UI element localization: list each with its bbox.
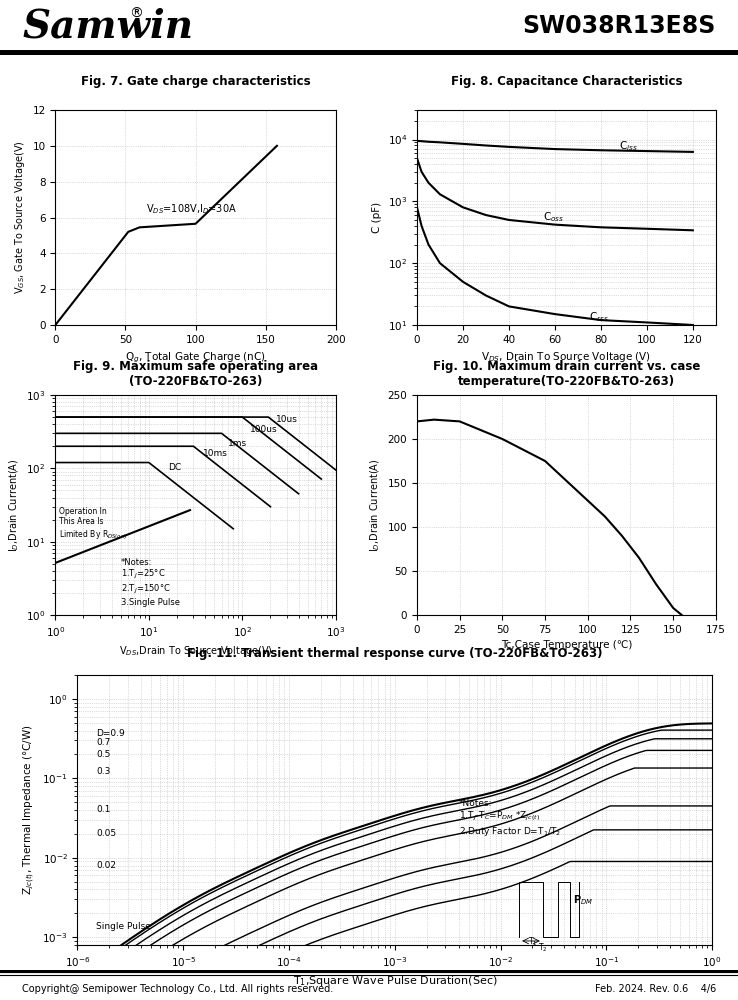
Text: 0.1: 0.1 (96, 805, 111, 814)
Y-axis label: I$_D$,Drain Current(A): I$_D$,Drain Current(A) (368, 458, 382, 552)
Text: C$_{rss}$: C$_{rss}$ (590, 310, 609, 324)
Text: T$_1$: T$_1$ (528, 935, 537, 948)
X-axis label: Q$_g$, Total Gate Charge (nC): Q$_g$, Total Gate Charge (nC) (125, 350, 266, 365)
Text: 0.5: 0.5 (96, 750, 111, 759)
Text: Fig. 9. Maximum safe operating area
(TO-220FB&TO-263): Fig. 9. Maximum safe operating area (TO-… (73, 360, 318, 388)
Text: V$_{DS}$=108V,I$_D$=30A: V$_{DS}$=108V,I$_D$=30A (146, 202, 238, 216)
Text: 100us: 100us (249, 425, 277, 434)
Text: Copyright@ Semipower Technology Co., Ltd. All rights reserved.: Copyright@ Semipower Technology Co., Ltd… (22, 984, 334, 994)
Text: 0.3: 0.3 (96, 767, 111, 776)
Text: 1ms: 1ms (228, 439, 247, 448)
Text: C$_{oss}$: C$_{oss}$ (543, 210, 565, 224)
Text: Operation In
This Area Is
Limited By R$_{DS(on)}$: Operation In This Area Is Limited By R$_… (59, 507, 128, 542)
Text: D=0.9: D=0.9 (96, 729, 125, 738)
Text: DC: DC (168, 463, 181, 472)
X-axis label: V$_{DS}$, Drain To Source Voltage (V): V$_{DS}$, Drain To Source Voltage (V) (481, 350, 652, 364)
X-axis label: Tc,Case Temperature (℃): Tc,Case Temperature (℃) (500, 640, 632, 650)
Y-axis label: V$_{GS}$, Gate To Source Voltage(V): V$_{GS}$, Gate To Source Voltage(V) (13, 141, 27, 294)
Text: P$_{DM}$: P$_{DM}$ (573, 893, 593, 907)
Text: 10us: 10us (276, 415, 298, 424)
Text: Fig. 7. Gate charge characteristics: Fig. 7. Gate charge characteristics (80, 75, 311, 88)
Text: C$_{iss}$: C$_{iss}$ (619, 139, 638, 153)
Y-axis label: Z$_{jc(t)}$, Thermal Impedance (°C/W): Z$_{jc(t)}$, Thermal Impedance (°C/W) (21, 725, 37, 895)
Text: Single Pulse: Single Pulse (96, 922, 151, 931)
Y-axis label: C (pF): C (pF) (372, 202, 382, 233)
Y-axis label: I$_D$,Drain Current(A): I$_D$,Drain Current(A) (7, 458, 21, 552)
Text: Feb. 2024. Rev. 0.6    4/6: Feb. 2024. Rev. 0.6 4/6 (595, 984, 716, 994)
Text: 10ms: 10ms (203, 449, 228, 458)
Text: *Notes:
1.T$_J$-T$_C$=P$_{DM}$ *Z$_{jc(t)}$
2.Duty Factor D=T$_1$/T$_2$: *Notes: 1.T$_J$-T$_C$=P$_{DM}$ *Z$_{jc(t… (458, 799, 561, 838)
Text: Fig. 8. Capacitance Characteristics: Fig. 8. Capacitance Characteristics (451, 75, 682, 88)
Text: 0.02: 0.02 (96, 861, 116, 870)
Text: *Notes:
1.T$_J$=25°C
2.T$_J$=150°C
3.Single Pulse: *Notes: 1.T$_J$=25°C 2.T$_J$=150°C 3.Sin… (121, 558, 179, 607)
Text: 0.05: 0.05 (96, 829, 117, 838)
Text: ®: ® (129, 7, 143, 21)
Text: SW038R13E8S: SW038R13E8S (523, 14, 716, 38)
X-axis label: T$_1$,Square Wave Pulse Duration(Sec): T$_1$,Square Wave Pulse Duration(Sec) (292, 974, 497, 988)
Text: T$_2$: T$_2$ (538, 941, 548, 954)
Text: 0.7: 0.7 (96, 738, 111, 747)
X-axis label: V$_{DS}$,Drain To Source Voltage(V): V$_{DS}$,Drain To Source Voltage(V) (119, 644, 272, 658)
Text: Fig. 10. Maximum drain current vs. case
temperature(TO-220FB&TO-263): Fig. 10. Maximum drain current vs. case … (432, 360, 700, 388)
Text: Samwin: Samwin (22, 7, 193, 45)
Text: Fig. 11. Transient thermal response curve (TO-220FB&TO-263): Fig. 11. Transient thermal response curv… (187, 647, 603, 660)
